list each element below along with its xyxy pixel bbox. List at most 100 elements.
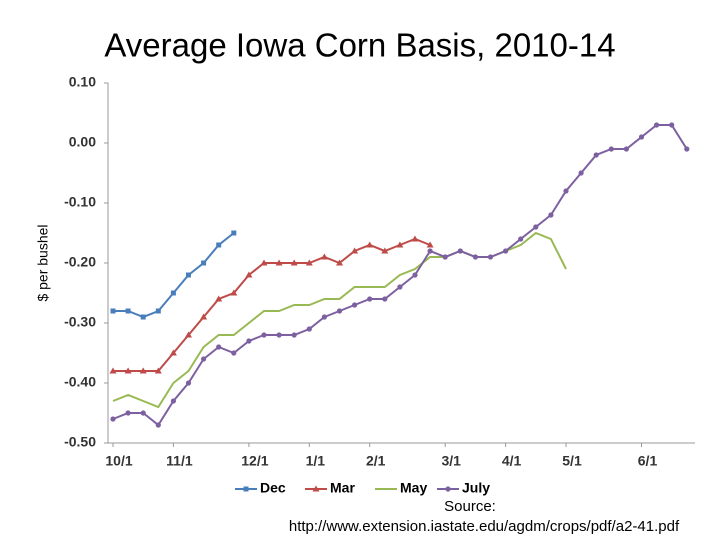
- point: [427, 248, 433, 254]
- point: [231, 230, 237, 236]
- point: [366, 241, 374, 248]
- point: [261, 332, 267, 338]
- legend-label: Dec: [260, 480, 286, 496]
- point: [230, 289, 238, 296]
- y-axis-label: $ per bushel: [35, 224, 51, 301]
- point: [397, 284, 403, 290]
- x-tick-label: 1/1: [306, 453, 326, 469]
- x-tick-label: 6/1: [638, 453, 658, 469]
- point: [608, 146, 614, 152]
- point: [321, 314, 327, 320]
- point: [351, 247, 359, 254]
- point: [684, 146, 690, 152]
- legend-label: Mar: [330, 480, 355, 496]
- point: [125, 308, 131, 314]
- point: [154, 367, 162, 374]
- point: [290, 259, 298, 266]
- point: [445, 486, 451, 492]
- x-tick-label: 2/1: [366, 453, 386, 469]
- y-tick-label: -0.40: [64, 374, 96, 390]
- legend-label: July: [462, 480, 490, 496]
- point: [396, 241, 404, 248]
- point: [336, 308, 343, 314]
- legend-label: May: [400, 480, 427, 496]
- point: [669, 122, 675, 128]
- point: [215, 295, 223, 302]
- point: [201, 260, 207, 266]
- point: [231, 350, 237, 356]
- point: [442, 254, 448, 260]
- point: [503, 248, 509, 254]
- point: [109, 367, 117, 374]
- chart-title: Average Iowa Corn Basis, 2010-14: [104, 27, 615, 64]
- point: [367, 296, 373, 302]
- y-tick-label: 0.00: [69, 134, 96, 150]
- source-label: Source:: [444, 498, 496, 515]
- point: [472, 254, 478, 260]
- source-url: http://www.extension.iastate.edu/agdm/cr…: [289, 518, 680, 535]
- point: [200, 313, 208, 320]
- point: [216, 344, 222, 350]
- x-tick-label: 11/1: [166, 453, 193, 469]
- point: [185, 331, 192, 338]
- point: [382, 296, 388, 302]
- point: [548, 212, 554, 218]
- point: [124, 367, 132, 374]
- point: [411, 235, 419, 242]
- point: [276, 332, 282, 338]
- point: [260, 259, 268, 266]
- point: [140, 410, 146, 416]
- point: [201, 356, 207, 362]
- point: [216, 242, 222, 248]
- point: [381, 247, 389, 254]
- point: [170, 398, 176, 404]
- point: [654, 122, 660, 128]
- point: [110, 416, 116, 422]
- point: [155, 422, 161, 428]
- point: [457, 248, 463, 254]
- point: [139, 367, 147, 374]
- point: [170, 290, 176, 296]
- series-line: [113, 232, 235, 319]
- point: [186, 272, 191, 278]
- point: [518, 236, 524, 242]
- point: [487, 254, 494, 260]
- x-tick-label: 4/1: [502, 453, 522, 469]
- point: [275, 259, 283, 266]
- point: [125, 410, 131, 416]
- x-tick-label: 12/1: [241, 453, 268, 469]
- y-tick-label: -0.20: [64, 254, 96, 270]
- point: [352, 302, 358, 308]
- x-tick-label: 5/1: [562, 453, 582, 469]
- y-tick-label: -0.50: [64, 434, 96, 450]
- y-tick-label: -0.30: [64, 314, 96, 330]
- series-line: [112, 231, 567, 409]
- point: [320, 253, 328, 260]
- point: [593, 152, 599, 158]
- y-tick-label: 0.10: [69, 74, 96, 90]
- point: [336, 259, 343, 266]
- point: [185, 380, 192, 386]
- point: [638, 134, 645, 140]
- point: [140, 314, 146, 320]
- point: [312, 485, 320, 492]
- point: [563, 188, 569, 194]
- point: [243, 486, 249, 492]
- point: [578, 170, 584, 176]
- point: [169, 349, 177, 356]
- point: [155, 308, 161, 314]
- x-tick-label: 3/1: [441, 453, 461, 469]
- point: [305, 259, 313, 266]
- series-line: [113, 237, 431, 372]
- point: [533, 224, 539, 230]
- point: [412, 272, 418, 278]
- point: [245, 271, 253, 278]
- y-tick-label: -0.10: [64, 194, 96, 210]
- x-tick-label: 10/1: [105, 453, 132, 469]
- point: [246, 338, 252, 344]
- point: [306, 326, 312, 332]
- point: [110, 308, 116, 314]
- point: [426, 241, 434, 248]
- point: [291, 332, 297, 338]
